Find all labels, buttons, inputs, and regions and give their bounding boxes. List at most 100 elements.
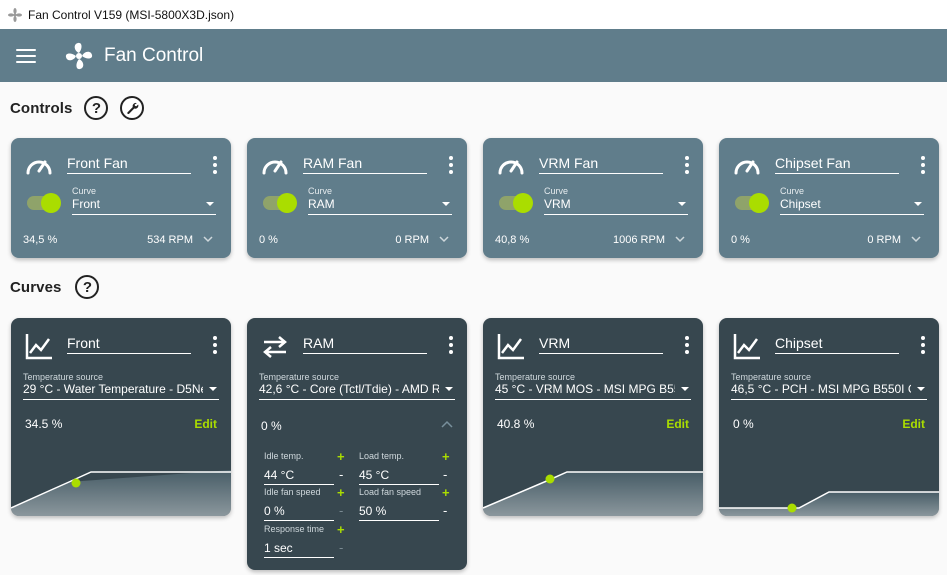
curve-select[interactable]: VRM — [544, 197, 688, 215]
hamburger-menu-icon[interactable] — [16, 48, 36, 64]
control-rpm: 1006 RPM — [613, 234, 665, 246]
idle-temp-field[interactable]: 44 °C — [264, 468, 334, 485]
control-name[interactable]: Front Fan — [67, 155, 191, 174]
edit-button[interactable]: Edit — [194, 417, 217, 431]
curve-percent: 0 % — [733, 417, 754, 431]
load-speed-decrease-button[interactable]: - — [443, 503, 448, 518]
idle-fan-speed-field[interactable]: 0 % — [264, 504, 334, 521]
load-temp-decrease-button[interactable]: - — [443, 467, 448, 482]
control-name[interactable]: Chipset Fan — [775, 155, 899, 174]
idle-temp-decrease-button[interactable]: - — [339, 467, 344, 482]
control-card-vrm-fan: VRM Fan Curve VRM 40,8 % 1006 RPM — [483, 138, 703, 258]
control-rpm: 534 RPM — [147, 234, 193, 246]
chevron-down-icon[interactable] — [910, 233, 922, 245]
curve-graph — [483, 471, 703, 516]
chevron-down-icon[interactable] — [202, 233, 214, 245]
curve-name[interactable]: RAM — [303, 335, 427, 354]
load-speed-increase-button[interactable]: + — [442, 485, 450, 500]
curves-section-header: Curves ? — [10, 275, 100, 299]
curve-name[interactable]: VRM — [539, 335, 663, 354]
chevron-down-icon[interactable] — [438, 233, 450, 245]
idle-temp-increase-button[interactable]: + — [337, 449, 345, 464]
load-fan-speed-field[interactable]: 50 % — [359, 504, 439, 521]
graph-curve-icon — [25, 334, 52, 360]
load-temp-field[interactable]: 45 °C — [359, 468, 439, 485]
dropdown-arrow-icon — [678, 202, 686, 206]
speedometer-icon — [498, 160, 524, 175]
curve-name[interactable]: Chipset — [775, 335, 899, 354]
control-percent: 34,5 % — [23, 234, 58, 246]
temperature-source-label: Temperature source — [23, 372, 104, 382]
curve-card-front: Front Temperature source 29 °C - Water T… — [11, 318, 231, 516]
enable-toggle[interactable] — [499, 193, 533, 213]
dropdown-arrow-icon — [914, 202, 922, 206]
curve-select[interactable]: Chipset — [780, 197, 924, 215]
fan-app-icon — [8, 7, 22, 22]
dropdown-arrow-icon — [445, 387, 453, 391]
control-name[interactable]: RAM Fan — [303, 155, 427, 174]
curve-percent: 0 % — [261, 419, 282, 433]
response-increase-button[interactable]: + — [337, 522, 345, 537]
curve-label: Curve — [780, 186, 805, 196]
graph-curve-icon — [497, 334, 524, 360]
more-options-icon[interactable] — [921, 156, 925, 174]
control-name[interactable]: VRM Fan — [539, 155, 663, 174]
idle-speed-increase-button[interactable]: + — [337, 485, 345, 500]
dropdown-arrow-icon — [917, 387, 925, 391]
curve-name[interactable]: Front — [67, 335, 191, 354]
control-percent: 0 % — [259, 234, 278, 246]
temperature-source-select[interactable]: 29 °C - Water Temperature - D5Next — [23, 382, 219, 400]
current-point — [545, 474, 555, 484]
control-percent: 0 % — [731, 234, 750, 246]
dropdown-arrow-icon — [442, 202, 450, 206]
chevron-down-icon[interactable] — [674, 233, 686, 245]
control-card-ram-fan: RAM Fan Curve RAM 0 % 0 RPM — [247, 138, 467, 258]
linear-curve-icon — [263, 336, 287, 358]
edit-button[interactable]: Edit — [902, 417, 925, 431]
controls-heading: Controls — [10, 99, 73, 117]
idle-speed-decrease-button[interactable]: - — [339, 503, 344, 518]
app-title: Fan Control — [104, 44, 204, 66]
load-temp-increase-button[interactable]: + — [442, 449, 450, 464]
window-titlebar: Fan Control V159 (MSI-5800X3D.json) — [0, 0, 947, 29]
more-options-icon[interactable] — [449, 156, 453, 174]
more-options-icon[interactable] — [685, 156, 689, 174]
more-options-icon[interactable] — [213, 336, 217, 354]
response-time-field[interactable]: 1 sec — [264, 541, 334, 558]
edit-button[interactable]: Edit — [666, 417, 689, 431]
temperature-source-select[interactable]: 45 °C - VRM MOS - MSI MPG B550I — [495, 382, 691, 400]
enable-toggle[interactable] — [263, 193, 297, 213]
more-options-icon[interactable] — [449, 336, 453, 354]
current-point — [787, 503, 797, 513]
temperature-source-select[interactable]: 42,6 °C - Core (Tctl/Tdie) - AMD Ryzen — [259, 382, 455, 400]
control-card-chipset-fan: Chipset Fan Curve Chipset 0 % 0 RPM — [719, 138, 939, 258]
dropdown-arrow-icon — [209, 387, 217, 391]
more-options-icon[interactable] — [213, 156, 217, 174]
more-options-icon[interactable] — [685, 336, 689, 354]
idle-temp-label: Idle temp. — [264, 451, 304, 461]
curves-heading: Curves — [10, 278, 62, 296]
temperature-source-select[interactable]: 46,5 °C - PCH - MSI MPG B550I GAMING — [731, 382, 927, 400]
curve-card-vrm: VRM Temperature source 45 °C - VRM MOS -… — [483, 318, 703, 516]
curve-select[interactable]: Front — [72, 197, 216, 215]
response-decrease-button[interactable]: - — [339, 540, 344, 555]
temperature-source-label: Temperature source — [731, 372, 812, 382]
more-options-icon[interactable] — [921, 336, 925, 354]
enable-toggle[interactable] — [27, 193, 61, 213]
chevron-up-icon[interactable] — [441, 419, 453, 429]
speedometer-icon — [734, 160, 760, 175]
wrench-icon[interactable] — [120, 96, 145, 120]
enable-toggle[interactable] — [735, 193, 769, 213]
controls-section-header: Controls ? — [10, 96, 145, 120]
control-rpm: 0 RPM — [395, 234, 429, 246]
curve-percent: 40.8 % — [497, 417, 535, 431]
curve-select[interactable]: RAM — [308, 197, 452, 215]
controls-help-icon[interactable]: ? — [84, 96, 109, 120]
curve-label: Curve — [72, 186, 97, 196]
speedometer-icon — [26, 160, 52, 175]
current-point — [71, 478, 81, 488]
curves-help-icon[interactable]: ? — [75, 275, 100, 299]
curve-label: Curve — [308, 186, 333, 196]
curve-card-chipset: Chipset Temperature source 46,5 °C - PCH… — [719, 318, 939, 516]
load-temp-label: Load temp. — [359, 451, 405, 461]
